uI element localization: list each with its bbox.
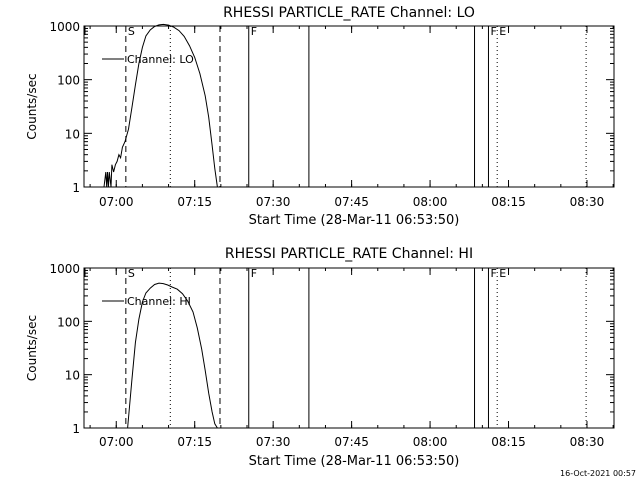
x-tick-label: 07:30 (256, 195, 291, 209)
x-tick-label: 08:15 (491, 195, 526, 209)
legend-label: Channel: HI (127, 295, 191, 308)
x-axis-label: Start Time (28-Mar-11 06:53:50) (249, 454, 460, 469)
event-marker-label: E (499, 267, 506, 280)
series-line (103, 23, 218, 188)
panel-lo: RHESSI PARTICLE_RATE Channel: LO 07:00 07:… (25, 5, 615, 228)
x-tick-label: 07:45 (334, 435, 369, 449)
x-tick-label: 07:30 (256, 435, 291, 449)
event-marker-label: F (490, 267, 496, 280)
plot-frame (83, 25, 615, 188)
x-tick-label: 08:00 (413, 195, 448, 209)
x-tick-label: 07:00 (99, 435, 134, 449)
x-tick-label: 08:30 (570, 195, 605, 209)
x-tick-label: 07:15 (177, 435, 212, 449)
event-marker-label: F (490, 25, 496, 38)
x-tick-label: 08:15 (491, 435, 526, 449)
y-tick-label: 10 (65, 369, 80, 383)
y-tick-label: 100 (57, 315, 80, 329)
panel-hi: RHESSI PARTICLE_RATE Channel: HI 07:00 07:… (25, 246, 615, 469)
y-tick-label: 1000 (49, 20, 80, 34)
y-axis-label: Counts/sec (25, 315, 39, 381)
event-marker-label: F (251, 267, 257, 280)
y-tick-label: 1 (72, 422, 80, 436)
y-tick-label: 100 (57, 74, 80, 88)
x-axis-label: Start Time (28-Mar-11 06:53:50) (249, 213, 460, 228)
chart-title: RHESSI PARTICLE_RATE Channel: LO (223, 5, 475, 21)
legend-label: Channel: LO (127, 53, 194, 66)
x-tick-label: 07:15 (177, 195, 212, 209)
x-tick-label: 07:00 (99, 195, 134, 209)
y-tick-label: 10 (65, 127, 80, 141)
event-marker-label: E (499, 25, 506, 38)
timestamp: 16-Oct-2021 00:57 (560, 469, 636, 478)
event-marker-label: S (128, 25, 135, 38)
y-tick-label: 1 (72, 181, 80, 195)
plot-frame (83, 267, 615, 429)
x-tick-label: 08:30 (570, 435, 605, 449)
series-line (127, 282, 218, 429)
x-tick-label: 08:00 (413, 435, 448, 449)
y-axis-label: Counts/sec (25, 73, 39, 139)
chart-title: RHESSI PARTICLE_RATE Channel: HI (225, 246, 473, 262)
x-tick-label: 07:45 (334, 195, 369, 209)
y-tick-label: 1000 (49, 262, 80, 276)
event-marker-label: F (251, 25, 257, 38)
event-marker-label: S (128, 267, 135, 280)
